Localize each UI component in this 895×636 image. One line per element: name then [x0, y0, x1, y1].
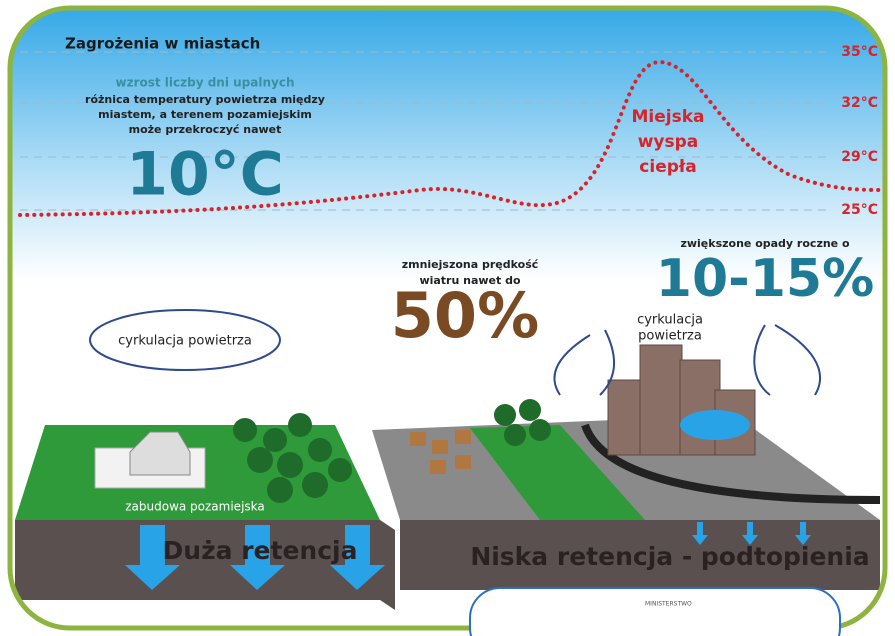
big-value: 10-15%	[656, 249, 874, 309]
temperature-label: 32°C	[841, 95, 878, 111]
retention-label: Niska retencja - podtopienia	[470, 542, 869, 571]
big-value: 10°C	[126, 140, 284, 210]
text-line: zmniejszona prędkość	[402, 258, 539, 271]
subtitle: wzrost liczby dni upalnych	[116, 76, 295, 90]
island-label: Miejska	[632, 107, 705, 127]
retention-label: Duża retencja	[163, 536, 358, 565]
infographic: Zagrożenia w miastach wzrost liczby dni …	[0, 0, 895, 636]
circulation-label: cyrkulacja powietrza	[118, 334, 252, 349]
temperature-label: 29°C	[841, 149, 878, 165]
panel: Zagrożenia w miastach wzrost liczby dni …	[0, 0, 895, 610]
buildings	[608, 345, 755, 455]
circulation-label: cyrkulacja	[637, 313, 703, 328]
area-label: zabudowa pozamiejska	[125, 500, 265, 514]
cloud	[680, 410, 750, 440]
temperature-label: 35°C	[841, 44, 878, 60]
island-label: wyspa	[638, 132, 699, 152]
text-line: może przekroczyć nawet	[129, 123, 282, 136]
logo-text: MINISTERSTWO	[645, 601, 692, 608]
title: Zagrożenia w miastach	[65, 35, 260, 53]
text-line: różnica temperatury powietrza między	[85, 93, 325, 106]
text-line: miastem, a terenem pozamiejskim	[98, 108, 312, 121]
logo-box	[470, 588, 840, 636]
big-value: 50%	[391, 279, 539, 352]
temperature-label: 25°C	[841, 202, 878, 218]
island-label: ciepła	[639, 157, 696, 177]
circulation-label: powietrza	[638, 329, 702, 344]
